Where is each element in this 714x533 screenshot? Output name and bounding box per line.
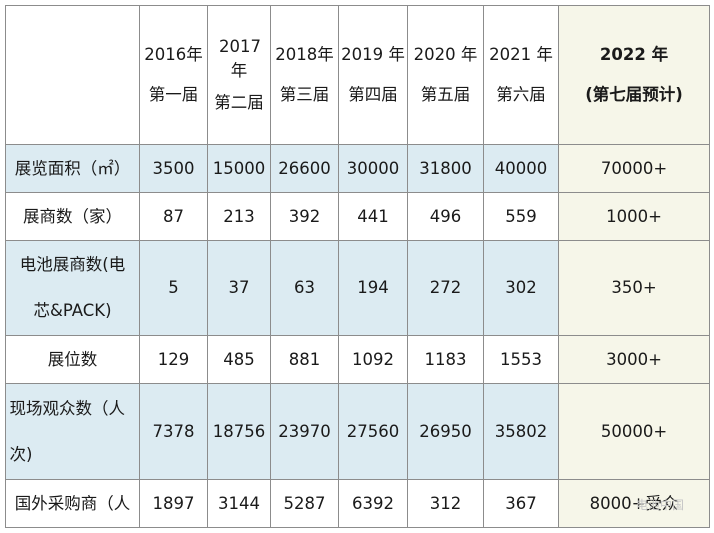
cell: 6392 [338,479,408,528]
header-2020: 2020 年第五届 [407,5,484,145]
cell: 35802 [483,383,559,480]
cell: 5 [139,240,208,336]
cell: 70000+ [558,144,710,193]
row-label: 展览面积（㎡） [5,144,140,193]
cell: 26950 [407,383,484,480]
cell: 37 [207,240,271,336]
table-row: 展位数 129 485 881 1092 1183 1553 3000+ [5,335,710,384]
header-row: 2016年 第一届 2017年 第二届 2018年 第三届 2019 年第四届 202… [5,5,710,145]
cell: 30000 [338,144,408,193]
table-row: 现场观众数（人次) 7378 18756 23970 27560 26950 3… [5,383,710,480]
cell: 3000+ [558,335,710,384]
cell: 63 [270,240,339,336]
table-row: 展览面积（㎡） 3500 15000 26600 30000 31800 400… [5,144,710,193]
cell: 87 [139,192,208,241]
cell: 441 [338,192,408,241]
cell: 213 [207,192,271,241]
row-label: 展商数（家） [5,192,140,241]
table-row: 电池展商数(电芯&PACK) 5 37 63 194 272 302 350+ [5,240,710,336]
cell: 367 [483,479,559,528]
cell: 8000+受众 [558,479,710,528]
cell: 1183 [407,335,484,384]
header-2016: 2016年 第一届 [139,5,208,145]
cell: 23970 [270,383,339,480]
cell: 27560 [338,383,408,480]
header-2021: 2021 年第六届 [483,5,559,145]
header-2017: 2017年 第二届 [207,5,271,145]
cell: 1897 [139,479,208,528]
exhibition-stats-table: 2016年 第一届 2017年 第二届 2018年 第三届 2019 年第四届 202… [5,5,710,528]
cell: 31800 [407,144,484,193]
cell: 26600 [270,144,339,193]
row-label: 展位数 [5,335,140,384]
table-row: 国外采购商（人 1897 3144 5287 6392 312 367 8000… [5,479,710,528]
cell: 1553 [483,335,559,384]
header-2018: 2018年 第三届 [270,5,339,145]
cell: 881 [270,335,339,384]
cell: 15000 [207,144,271,193]
cell: 7378 [139,383,208,480]
cell: 129 [139,335,208,384]
header-2022: 2022 年 (第七届预计) [558,5,710,145]
cell: 312 [407,479,484,528]
cell: 559 [483,192,559,241]
cell: 350+ [558,240,710,336]
corner-cell [5,5,140,145]
cell: 3144 [207,479,271,528]
cell: 1000+ [558,192,710,241]
header-2019: 2019 年第四届 [338,5,408,145]
cell: 302 [483,240,559,336]
cell: 496 [407,192,484,241]
cell: 485 [207,335,271,384]
cell: 5287 [270,479,339,528]
table-row: 展商数（家） 87 213 392 441 496 559 1000+ [5,192,710,241]
row-label: 电池展商数(电芯&PACK) [5,240,140,336]
cell: 50000+ [558,383,710,480]
cell: 3500 [139,144,208,193]
row-label: 现场观众数（人次) [5,383,140,480]
cell: 194 [338,240,408,336]
cell: 40000 [483,144,559,193]
cell: 272 [407,240,484,336]
cell: 1092 [338,335,408,384]
row-label: 国外采购商（人 [5,479,140,528]
cell: 18756 [207,383,271,480]
cell: 392 [270,192,339,241]
